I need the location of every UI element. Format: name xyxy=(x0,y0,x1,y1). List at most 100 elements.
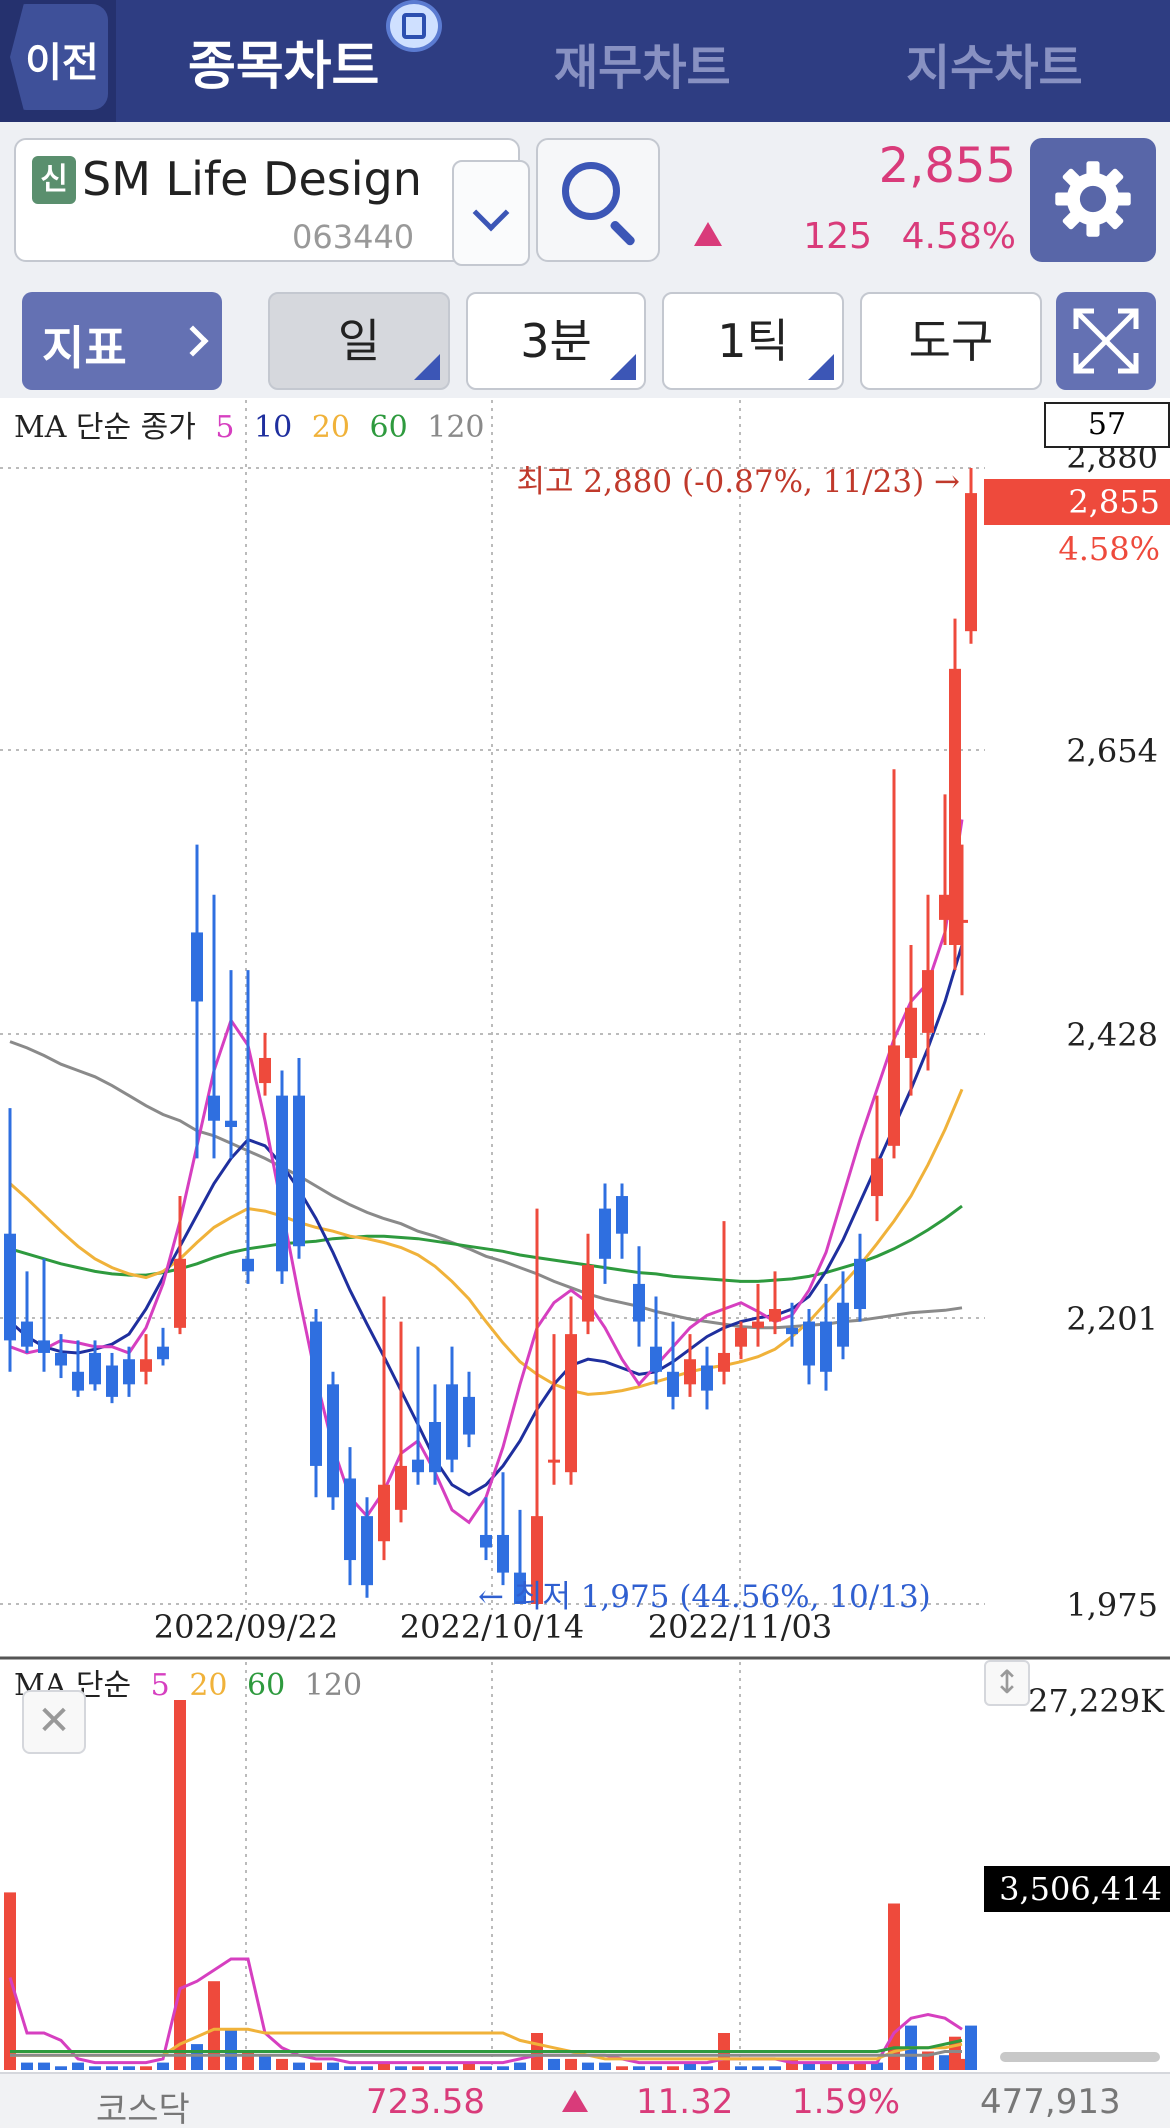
candle-body xyxy=(939,894,951,920)
x-tick-label: 2022/10/14 xyxy=(400,1608,584,1646)
index-change: 11.32 xyxy=(636,2082,734,2122)
stock-selector[interactable]: 신 SM Life Design 063440 xyxy=(14,138,530,266)
volume-max-label: 27,229K xyxy=(1028,1682,1164,1720)
resize-handle-icon[interactable]: ↕ xyxy=(984,1660,1030,1706)
indicator-label: 지표 xyxy=(42,321,127,375)
current-price-tag: 2,855 xyxy=(984,479,1170,525)
candle-body xyxy=(293,1095,305,1247)
settings-button[interactable] xyxy=(1030,138,1156,262)
candle-body xyxy=(837,1302,849,1347)
volume-bar xyxy=(939,2055,951,2070)
period-minute-button[interactable]: 3분 xyxy=(466,292,646,390)
candle-body xyxy=(803,1321,815,1366)
candle-body xyxy=(123,1359,135,1385)
vol-ma-120-line xyxy=(10,2050,962,2057)
chart-scrollbar[interactable] xyxy=(1000,2052,1160,2062)
candle-body xyxy=(174,1258,186,1328)
candle-body xyxy=(786,1327,798,1335)
candle-body xyxy=(854,1258,866,1310)
volume-bar xyxy=(769,2066,781,2070)
search-icon xyxy=(562,162,620,220)
volume-bar xyxy=(123,2066,135,2070)
ma-60-line xyxy=(9,1204,963,1283)
candle-body xyxy=(89,1352,101,1385)
candle-body xyxy=(769,1309,781,1322)
candle-body xyxy=(4,1233,16,1341)
volume-bar xyxy=(174,1700,186,2070)
candle-body xyxy=(650,1346,662,1372)
high-annotation: 최고 2,880 (-0.87%, 11/23) → xyxy=(516,464,960,500)
candle-body xyxy=(242,1258,254,1272)
candle-body xyxy=(633,1283,645,1322)
candle-body xyxy=(718,1352,730,1372)
volume-bar xyxy=(786,2058,798,2070)
volume-bar xyxy=(293,2062,305,2070)
ma-5-line xyxy=(9,819,964,1525)
current-price-percent: 4.58% xyxy=(1058,530,1160,568)
up-triangle-icon xyxy=(694,222,722,246)
candle-body xyxy=(701,1365,713,1391)
volume-bar xyxy=(650,2066,662,2070)
period-tick-button[interactable]: 1틱 xyxy=(662,292,844,390)
volume-bar xyxy=(89,2066,101,2070)
y-tick-label: 2,201 xyxy=(1066,1300,1158,1338)
indicator-button[interactable]: 지표 xyxy=(22,292,222,390)
volume-bar xyxy=(38,2062,50,2070)
period-day-button[interactable]: 일 xyxy=(268,292,450,390)
period-day-label: 일 xyxy=(337,314,381,368)
candle-body xyxy=(378,1484,390,1542)
volume-bar xyxy=(395,2066,407,2070)
expand-icon xyxy=(1073,308,1139,374)
candle-body xyxy=(429,1421,441,1473)
volume-bar xyxy=(667,2066,679,2070)
close-subchart-button[interactable]: ✕ xyxy=(22,1690,86,1754)
candle-count-box[interactable]: 57 xyxy=(1044,402,1170,448)
candle-body xyxy=(21,1321,33,1347)
x-tick-label: 2022/11/03 xyxy=(648,1608,832,1646)
price-change-percent: 4.58% xyxy=(901,216,1016,257)
fullscreen-button[interactable] xyxy=(1056,292,1156,390)
candle-body xyxy=(565,1334,577,1473)
volume-bar xyxy=(157,2062,169,2070)
vol-ma-5-label: 5 xyxy=(150,1668,170,1703)
back-button[interactable]: 이전 xyxy=(0,0,116,122)
tab-stock-chart[interactable]: 종목차트 xyxy=(188,37,380,97)
candle-body xyxy=(106,1365,118,1397)
price-ma-legend-title: MA 단순 종가 xyxy=(14,410,196,445)
stock-header: 신 SM Life Design 063440 xyxy=(0,122,1170,280)
tools-button[interactable]: 도구 xyxy=(860,292,1042,390)
candle-body xyxy=(514,1572,526,1604)
tab-financial-chart[interactable]: 재무차트 xyxy=(554,40,731,96)
stock-name: SM Life Design xyxy=(82,152,422,206)
volume-bar xyxy=(310,2062,322,2070)
index-ticker-bar[interactable]: 코스닥 723.58 11.32 1.59% 477,913 xyxy=(0,2072,1170,2128)
index-value: 723.58 xyxy=(366,2082,485,2122)
volume-bar xyxy=(633,2066,645,2070)
candle-body xyxy=(684,1359,696,1385)
stock-dropdown-button[interactable] xyxy=(452,160,530,266)
volume-bar xyxy=(327,2062,339,2070)
candle-body xyxy=(599,1208,611,1259)
volume-bar xyxy=(735,2066,747,2070)
ma-10-label: 10 xyxy=(254,410,293,445)
tab-index-chart[interactable]: 지수차트 xyxy=(906,40,1083,96)
candle-body xyxy=(752,1321,764,1328)
back-button-label: 이전 xyxy=(25,40,99,86)
index-change-percent: 1.59% xyxy=(792,2082,901,2122)
candle-body xyxy=(361,1516,373,1586)
volume-bar xyxy=(378,2062,390,2070)
ma-60-label: 60 xyxy=(369,410,408,445)
volume-bar xyxy=(565,2058,577,2070)
refresh-icon[interactable] xyxy=(386,0,442,52)
volume-bar xyxy=(820,2062,832,2070)
chevron-down-icon xyxy=(472,194,510,232)
volume-bar xyxy=(361,2066,373,2070)
search-button[interactable] xyxy=(536,138,660,262)
volume-bar xyxy=(446,2066,458,2070)
stock-code: 063440 xyxy=(292,218,415,256)
volume-bar xyxy=(191,2044,203,2070)
candle-body xyxy=(191,932,203,1002)
candle-body xyxy=(140,1359,152,1372)
candle-body xyxy=(225,1120,237,1128)
